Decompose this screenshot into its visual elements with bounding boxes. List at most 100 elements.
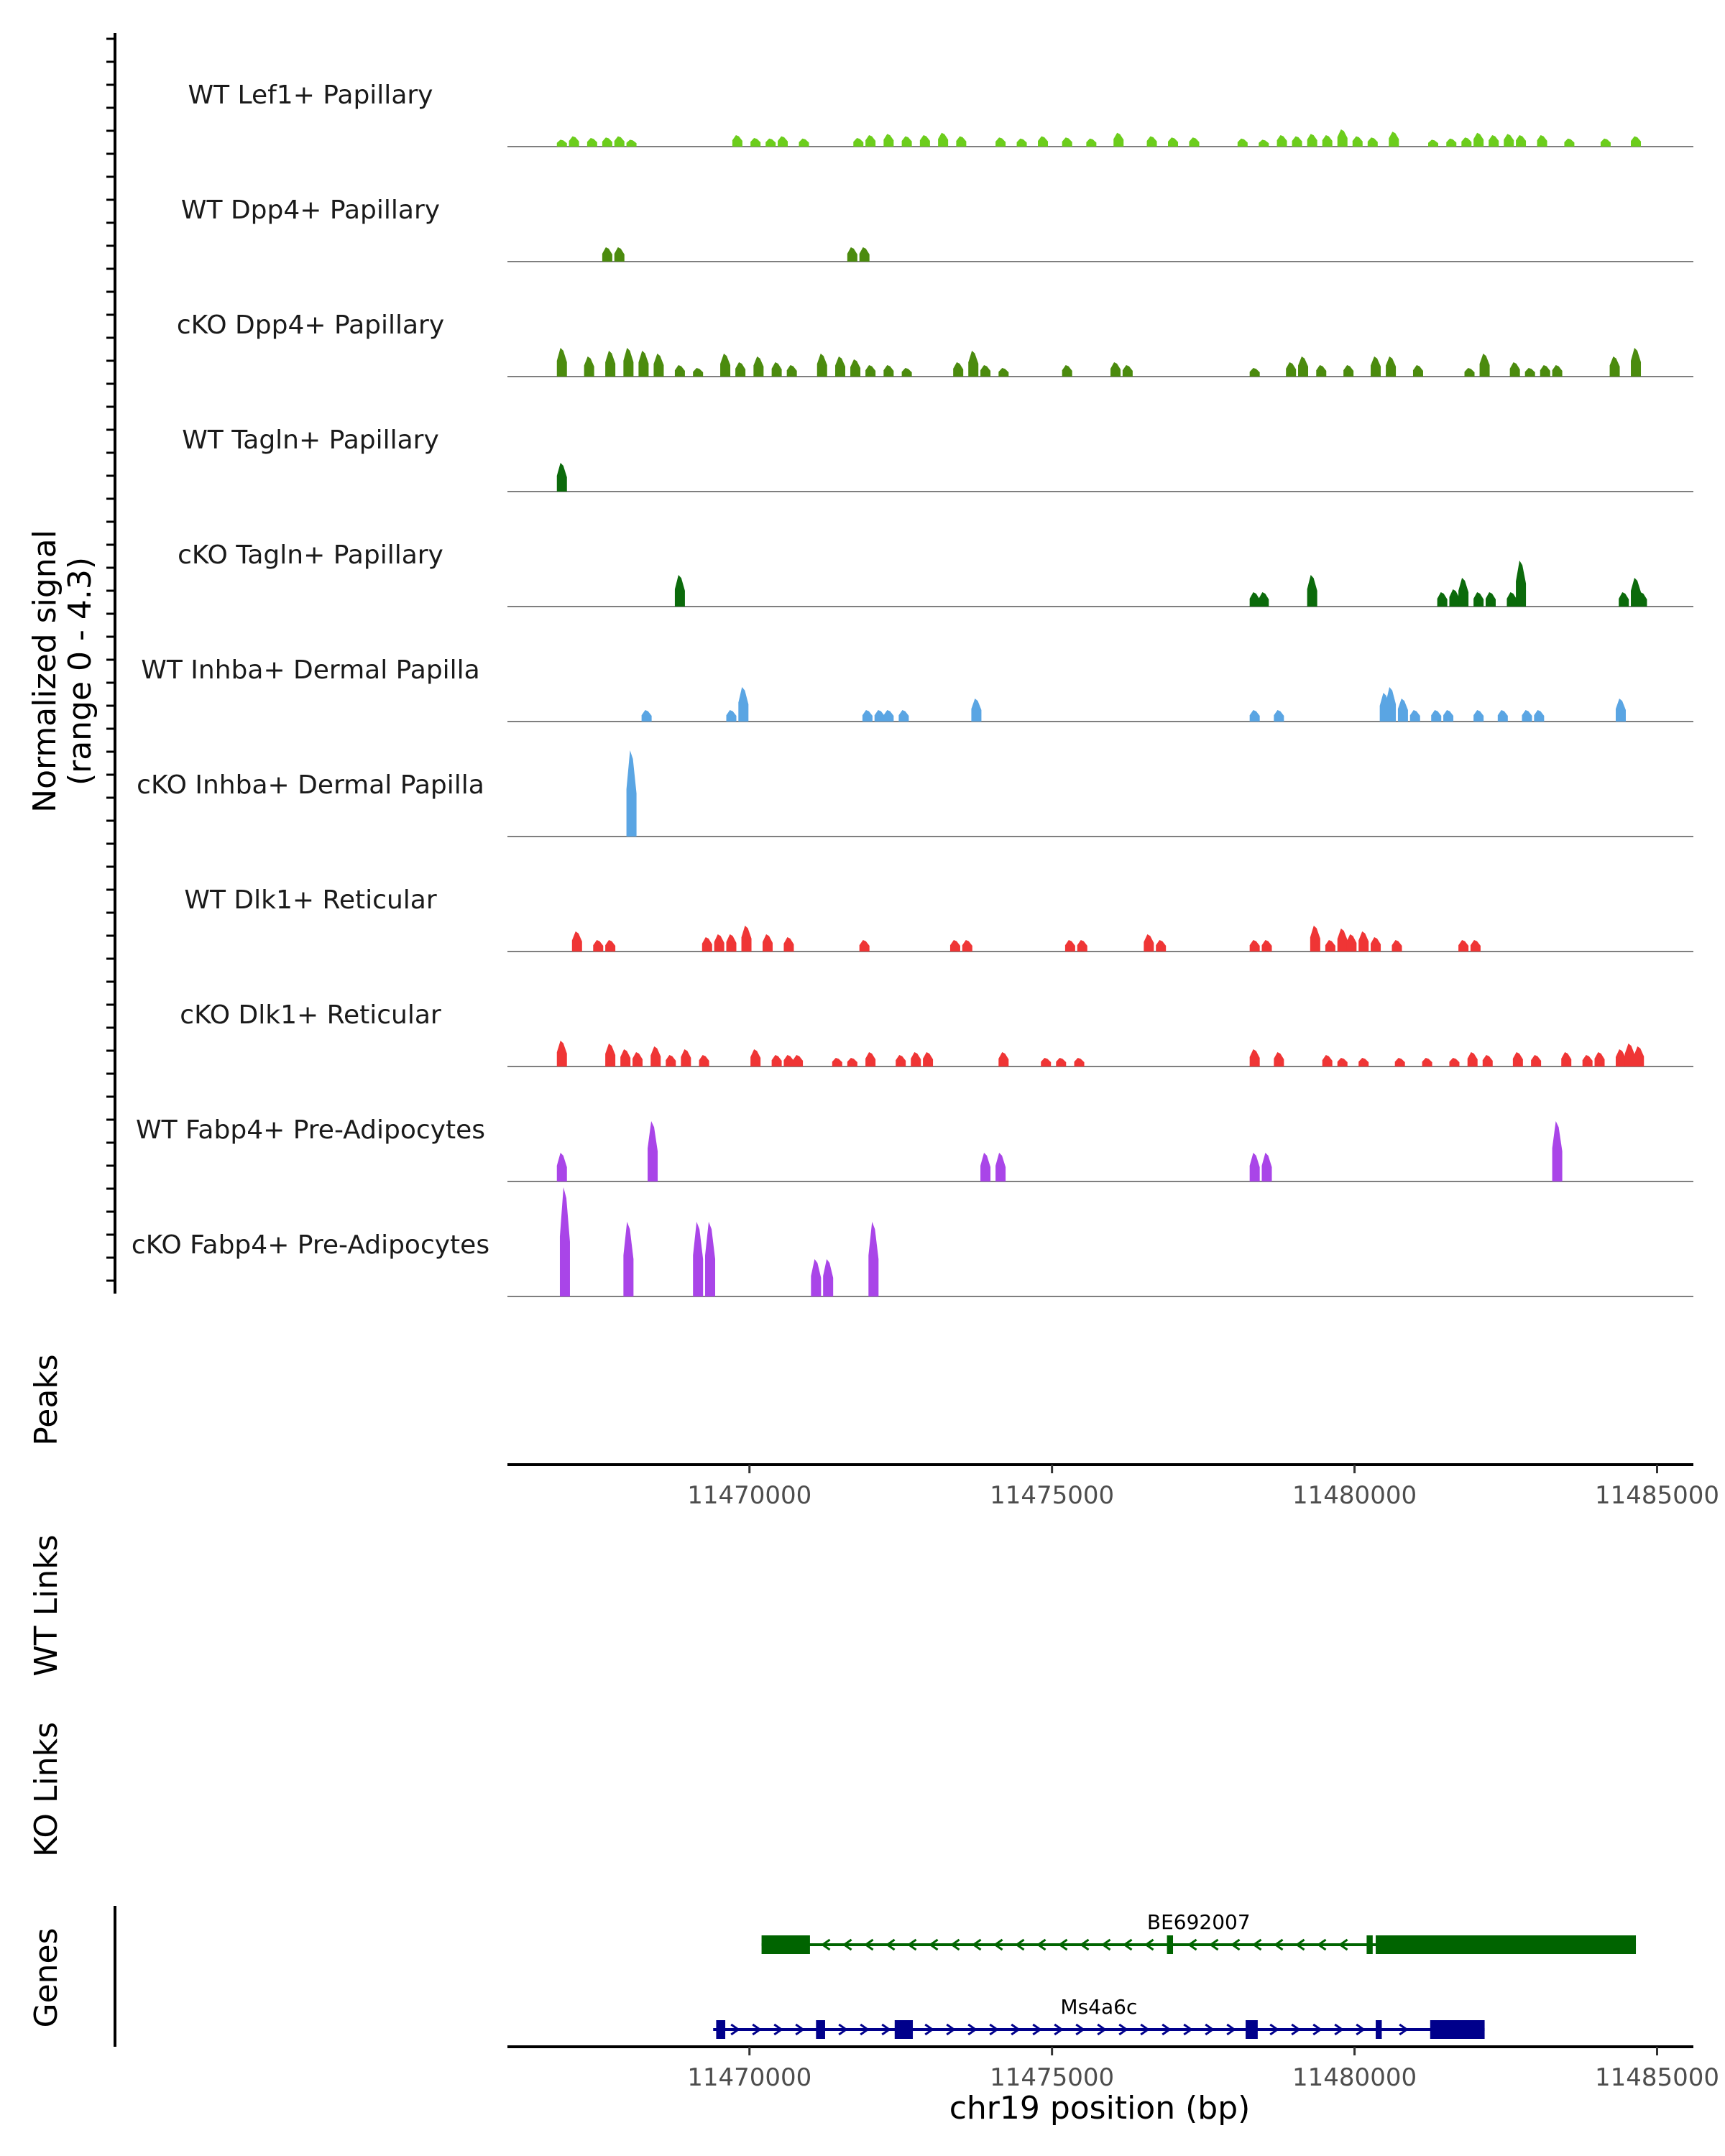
signal-peak — [569, 136, 579, 147]
signal-axis-title-line2: (range 0 - 4.3) — [62, 557, 98, 786]
signal-peak — [1637, 592, 1647, 607]
signal-peak — [1259, 139, 1269, 147]
signal-peak — [859, 940, 870, 952]
signal-peak — [1473, 710, 1484, 722]
signal-peak — [883, 365, 894, 377]
signal-peak — [1524, 368, 1535, 377]
signal-peak — [949, 940, 960, 952]
strand-arrow — [989, 2023, 999, 2036]
signal-peak — [1449, 589, 1460, 607]
track-label: WT Dlk1+ Reticular — [184, 885, 436, 915]
signal-peak — [1358, 1058, 1369, 1067]
signal-peak — [995, 1153, 1006, 1181]
signal-peak — [980, 365, 991, 377]
signal-peak — [614, 247, 625, 262]
signal-peak — [753, 356, 764, 377]
strand-arrow — [1032, 2023, 1042, 2036]
signal-peak — [1144, 934, 1154, 952]
signal-peak — [1274, 710, 1284, 722]
strand-arrow — [1230, 1938, 1241, 1951]
signal-peak — [823, 1259, 834, 1296]
strand-arrow — [860, 2023, 870, 2036]
signal-peak — [1392, 940, 1402, 952]
signal-peak — [620, 1049, 631, 1067]
signal-peak — [1367, 137, 1378, 147]
strand-arrow — [1100, 1938, 1111, 1951]
signal-peak — [556, 1041, 567, 1067]
signal-peak — [762, 934, 773, 952]
signal-peak — [1509, 362, 1520, 377]
strand-arrow — [795, 2023, 805, 2036]
signal-peak — [1522, 710, 1532, 722]
signal-peak — [1397, 699, 1408, 722]
signal-peak — [1609, 356, 1620, 377]
signal-peak — [1189, 137, 1200, 147]
strand-arrow — [1187, 1938, 1197, 1951]
signal-peak — [923, 1052, 934, 1067]
signal-peak — [1516, 135, 1527, 147]
x-axis-top: 11470000 11475000 11480000 11485000 — [507, 1463, 1719, 1510]
gene-exon — [1167, 1935, 1174, 1954]
signal-peak — [850, 359, 861, 377]
signal-peak — [1489, 135, 1499, 147]
strand-arrow — [949, 1938, 960, 1951]
signal-peak — [1386, 687, 1397, 722]
strand-arrow — [1014, 1938, 1025, 1951]
signal-peak — [783, 1055, 794, 1067]
signal-peak — [1249, 940, 1260, 952]
signal-peak — [853, 138, 864, 147]
gene-exon — [761, 1935, 810, 1954]
signal-peak — [638, 351, 649, 377]
signal-axis-ticks — [106, 37, 115, 1282]
signal-peak — [1531, 1055, 1542, 1067]
signal-peak — [1261, 1153, 1272, 1181]
signal-peak — [1458, 940, 1469, 952]
signal-peak — [778, 136, 788, 147]
signal-peak — [1261, 940, 1272, 952]
signal-peak — [714, 934, 724, 952]
x-axis-title: chr19 position (bp) — [949, 2090, 1251, 2127]
signal-peak — [699, 1055, 709, 1067]
strand-arrow — [838, 2023, 848, 2036]
strand-arrow — [885, 1938, 896, 1951]
strand-arrow — [1036, 1938, 1046, 1951]
signal-peak — [666, 1055, 676, 1067]
signal-peak — [1473, 132, 1484, 147]
signal-peak — [1470, 940, 1481, 952]
signal-peak — [1298, 356, 1309, 377]
track-2: cKO Dpp4+ Papillary — [177, 310, 1693, 377]
signal-peak — [1110, 362, 1121, 377]
strand-arrow — [1334, 2023, 1344, 2036]
signal-peak — [641, 710, 652, 722]
signal-peak — [911, 1052, 921, 1067]
signal-peak — [1337, 129, 1348, 147]
signal-axis — [106, 33, 116, 1294]
track-10: cKO Fabp4+ Pre-Adipocytes — [132, 1187, 1693, 1297]
signal-peak — [938, 132, 949, 147]
strand-arrow — [730, 2023, 740, 2036]
signal-peak — [681, 1049, 691, 1067]
strand-arrow — [993, 1938, 1003, 1951]
signal-peak — [726, 710, 737, 722]
track-0: WT Lef1+ Papillary — [188, 80, 1693, 147]
signal-peak — [735, 362, 746, 377]
signal-peak — [1467, 1052, 1478, 1067]
signal-peak — [793, 1055, 804, 1067]
signal-peak — [602, 137, 612, 147]
signal-peak — [632, 1052, 643, 1067]
signal-peak — [1322, 135, 1333, 147]
signal-peak — [1146, 136, 1157, 147]
signal-peak — [1624, 1044, 1635, 1067]
track-label: WT Inhba+ Dermal Papilla — [141, 655, 479, 685]
signal-peak — [1409, 710, 1420, 722]
strand-arrow — [928, 1938, 939, 1951]
signal-peak — [571, 931, 582, 952]
gene-exon — [1430, 2020, 1485, 2039]
signal-peak — [1249, 1153, 1260, 1181]
strand-arrow — [863, 1938, 874, 1951]
signal-peak — [968, 351, 979, 377]
ko-links-track-title: KO Links — [28, 1722, 65, 1857]
signal-peak — [650, 1046, 661, 1067]
